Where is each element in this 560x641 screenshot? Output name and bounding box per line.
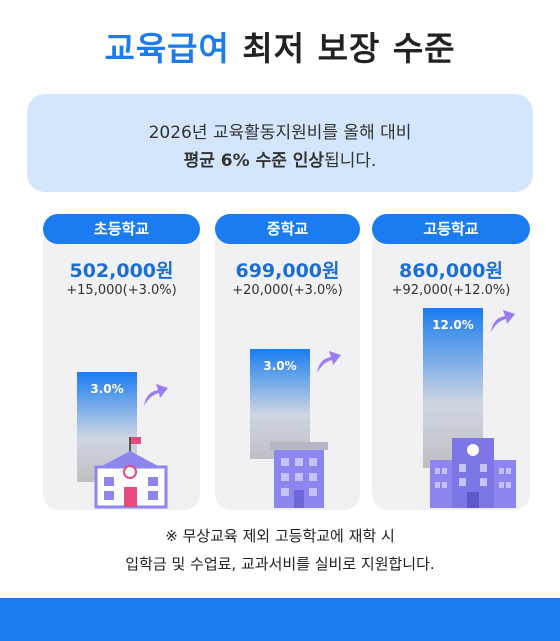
change: +15,000(+3.0%) xyxy=(66,283,177,298)
school-icon xyxy=(430,438,516,508)
amount: 699,000원 xyxy=(235,260,340,282)
title-rest: 최저 보장 수준 xyxy=(242,29,456,68)
footnote-line: ※ 무상교육 제외 고등학교에 재학 시 xyxy=(165,527,395,545)
card-label: 초등학교 xyxy=(43,214,200,244)
bar-label: 3.0% xyxy=(90,382,124,396)
footnote-line: 입학금 및 수업료, 교과서비를 실비로 지원합니다. xyxy=(125,555,435,573)
notice-rest: 됩니다. xyxy=(324,151,377,171)
card-label: 고등학교 xyxy=(372,214,530,244)
arrow xyxy=(144,384,168,406)
arrow xyxy=(317,351,341,373)
arrow xyxy=(491,310,515,332)
change: +20,000(+3.0%) xyxy=(232,283,343,298)
bar-label: 3.0% xyxy=(263,359,297,373)
card-label: 중학교 xyxy=(215,214,360,244)
amount: 502,000원 xyxy=(69,260,174,282)
change: +92,000(+12.0%) xyxy=(391,283,511,298)
notice-bold: 평균 6% 수준 인상 xyxy=(183,151,325,171)
notice-box: 2026년 교육활동지원비를 올해 대비 평균 6% 수준 인상됩니다. xyxy=(27,94,533,192)
amount: 860,000원 xyxy=(398,260,504,282)
title: 교육급여 최저 보장 수준 xyxy=(0,22,560,70)
title-highlight: 교육급여 xyxy=(104,29,230,68)
school-icon xyxy=(270,442,328,508)
bar: 3.0% xyxy=(250,349,310,459)
school-icon xyxy=(94,437,168,509)
bar-label: 12.0% xyxy=(432,318,474,332)
footnote: ※ 무상교육 제외 고등학교에 재학 시 입학금 및 수업료, 교과서비를 실비… xyxy=(0,522,560,578)
notice-line: 평균 6% 수준 인상됩니다. xyxy=(27,146,533,171)
bottom-band xyxy=(0,598,560,641)
notice-line: 2026년 교육활동지원비를 올해 대비 xyxy=(148,123,412,143)
